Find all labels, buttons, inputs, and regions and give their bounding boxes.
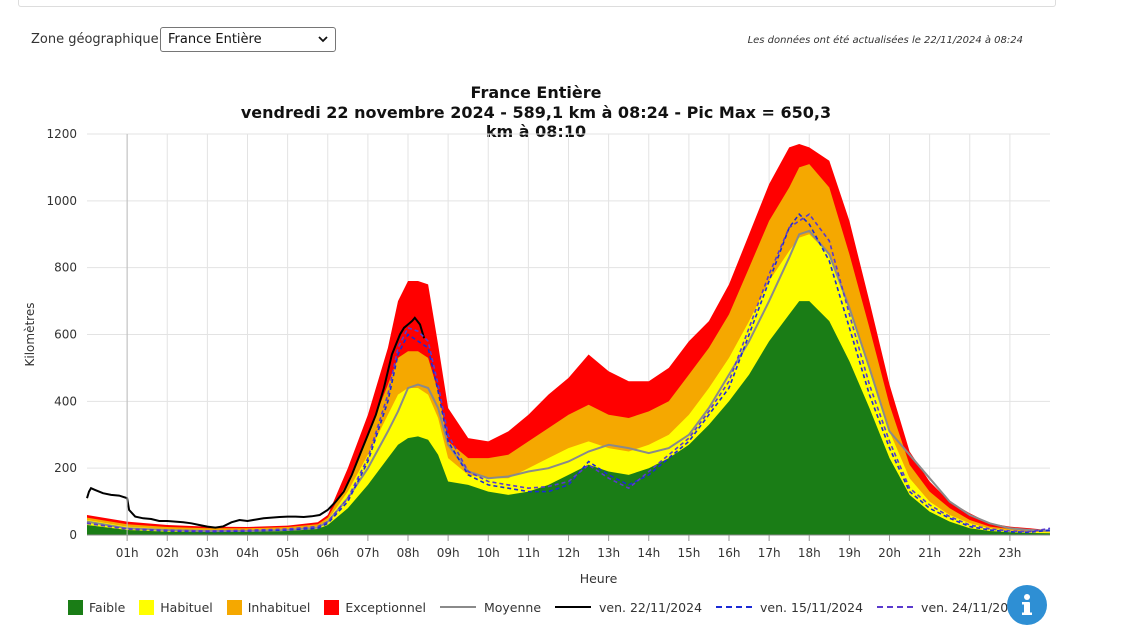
x-tick-label: 23h bbox=[998, 546, 1021, 560]
legend-line bbox=[555, 606, 592, 608]
legend-swatch bbox=[226, 599, 242, 615]
zone-select-value: France Entière bbox=[168, 32, 262, 47]
legend-item[interactable]: ven. 15/11/2024 bbox=[716, 600, 863, 615]
x-tick-label: 05h bbox=[276, 546, 299, 560]
y-tick-label: 200 bbox=[54, 461, 77, 475]
x-tick-label: 09h bbox=[437, 546, 460, 560]
chart-legend: Faible Habituel Inhabituel Exceptionnel Moye… bbox=[68, 598, 1038, 616]
y-axis-title: Kilomètres bbox=[23, 303, 37, 367]
x-tick-label: 10h bbox=[477, 546, 500, 560]
x-tick-label: 12h bbox=[557, 546, 580, 560]
series-line bbox=[86, 316, 426, 529]
x-tick-label: 18h bbox=[798, 546, 821, 560]
x-tick-label: 08h bbox=[397, 546, 420, 560]
x-tick-label: 01h bbox=[116, 546, 139, 560]
legend-label: Inhabituel bbox=[247, 599, 311, 615]
x-tick-label: 14h bbox=[637, 546, 660, 560]
y-tick-label: 600 bbox=[54, 328, 77, 342]
chart-title: France Entière bbox=[470, 83, 602, 102]
x-tick-label: 03h bbox=[196, 546, 219, 560]
legend-label: ven. 22/11/2024 bbox=[599, 599, 703, 615]
legend-item[interactable]: Inhabituel bbox=[226, 599, 311, 615]
y-tick-label: 1200 bbox=[46, 127, 77, 141]
legend-item[interactable]: ven. 22/11/2024 bbox=[555, 600, 702, 615]
legend-item[interactable]: ven. 24/11/2023 bbox=[877, 600, 1024, 615]
x-tick-label: 21h bbox=[918, 546, 941, 560]
chart-axes: 0 200 400 600 800 1000 1200 01h 02h 03h 04h 05h 06h 0… bbox=[23, 127, 1050, 586]
legend-label: ven. 24/11/2023 bbox=[921, 599, 1025, 615]
y-tick-label: 400 bbox=[54, 394, 77, 408]
legend-line bbox=[877, 606, 914, 608]
zone-label: Zone géographique : bbox=[31, 32, 168, 47]
series-line bbox=[86, 212, 1051, 534]
legend-line bbox=[716, 606, 753, 608]
legend-label: Faible bbox=[89, 599, 126, 615]
x-tick-label: 16h bbox=[718, 546, 741, 560]
legend-item[interactable]: Habituel bbox=[139, 599, 213, 615]
x-tick-label: 11h bbox=[517, 546, 540, 560]
x-tick-label: 17h bbox=[758, 546, 781, 560]
x-tick-label: 13h bbox=[597, 546, 620, 560]
x-tick-label: 07h bbox=[356, 546, 379, 560]
legend-item[interactable]: Moyenne bbox=[439, 599, 542, 615]
legend-item[interactable]: Faible bbox=[68, 599, 126, 615]
update-timestamp: Les données ont été actualisées le 22/11… bbox=[747, 35, 1023, 46]
x-tick-label: 19h bbox=[838, 546, 861, 560]
zone-select[interactable]: France Entière bbox=[160, 27, 336, 52]
x-tick-label: 20h bbox=[878, 546, 901, 560]
legend-swatch bbox=[324, 599, 340, 615]
x-tick-label: 04h bbox=[236, 546, 259, 560]
top-card-border bbox=[18, 0, 1056, 7]
info-icon bbox=[1022, 594, 1032, 615]
y-tick-label: 1000 bbox=[46, 194, 77, 208]
legend-item[interactable]: Exceptionnel bbox=[324, 599, 426, 615]
x-tick-label: 22h bbox=[958, 546, 981, 560]
x-tick-label: 15h bbox=[677, 546, 700, 560]
chart-areas bbox=[87, 144, 1050, 536]
info-button[interactable] bbox=[1007, 585, 1047, 625]
x-tick-label: 02h bbox=[156, 546, 179, 560]
chart-subtitle: vendredi 22 novembre 2024 - 589,1 km à 0… bbox=[240, 103, 832, 141]
chart-lines bbox=[86, 212, 1051, 534]
y-tick-label: 0 bbox=[69, 528, 77, 542]
y-tick-label: 800 bbox=[54, 261, 77, 275]
x-axis-title: Heure bbox=[580, 571, 618, 586]
legend-swatch bbox=[139, 599, 155, 615]
chevron-down-icon bbox=[318, 36, 328, 43]
legend-label: Exceptionnel bbox=[345, 599, 426, 615]
band-faible bbox=[87, 301, 1050, 535]
x-tick-label: 06h bbox=[316, 546, 339, 560]
series-line bbox=[86, 213, 1051, 533]
legend-line bbox=[439, 606, 476, 608]
legend-swatch bbox=[68, 599, 83, 615]
legend-label: Habituel bbox=[160, 599, 213, 615]
legend-label: ven. 15/11/2024 bbox=[760, 599, 864, 615]
legend-label: Moyenne bbox=[483, 599, 542, 615]
